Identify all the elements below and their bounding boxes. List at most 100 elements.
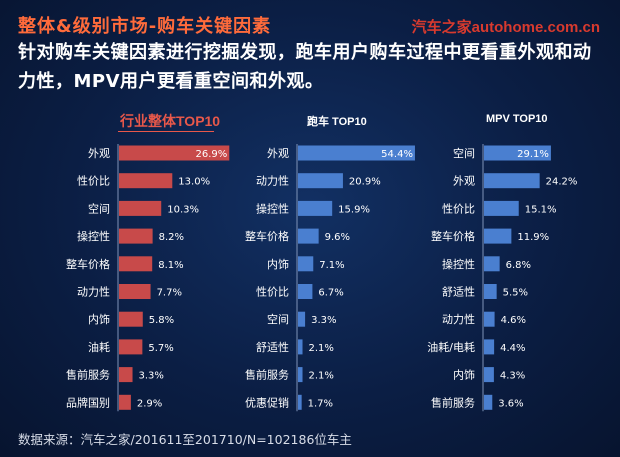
bar xyxy=(298,367,303,383)
bar xyxy=(484,173,540,189)
category-label: 动力性 xyxy=(256,174,289,188)
chart-panel-industry: 外观 26.9% 性价比 13.0% 空间 10.3% 操控性 8.2% 整车价格 8.1% 动力性… xyxy=(66,144,230,412)
data-label: 2.1% xyxy=(309,343,334,354)
bar xyxy=(484,145,551,161)
data-label: 6.7% xyxy=(318,288,343,299)
data-label: 2.1% xyxy=(309,371,334,382)
data-label: 9.6% xyxy=(325,232,350,243)
data-label: 8.1% xyxy=(158,260,183,271)
category-label: 油耗/电耗 xyxy=(427,340,475,354)
bar xyxy=(119,311,143,327)
category-label: 品牌国别 xyxy=(66,395,110,409)
bar xyxy=(298,311,306,327)
category-label: 售前服务 xyxy=(431,395,475,409)
bar xyxy=(298,200,333,216)
data-label: 5.7% xyxy=(148,343,173,354)
category-label: 整车价格 xyxy=(245,229,289,243)
data-label: 2.9% xyxy=(137,398,162,409)
bar xyxy=(484,311,495,327)
category-label: 外观 xyxy=(267,147,289,160)
page-subtitle: 针对购车关键因素进行挖掘发现，跑车用户购车过程中更看重外观和动力性，MPV用户更… xyxy=(18,42,592,92)
bar xyxy=(298,339,303,355)
category-label: 操控性 xyxy=(442,257,475,271)
chart-title-mpv: MPV TOP10 xyxy=(486,113,548,125)
bar xyxy=(119,284,151,299)
category-label: 空间 xyxy=(267,312,289,326)
data-label: 13.0% xyxy=(178,177,210,188)
category-label: 外观 xyxy=(88,147,110,160)
category-label: 售前服务 xyxy=(66,368,110,382)
chart-panel-mpv: 空间 29.1% 外观 24.2% 性价比 15.1% 整车价格 11.9% 操控性 6.8% 舒适… xyxy=(427,144,578,412)
bar xyxy=(484,228,512,244)
bar xyxy=(119,256,153,272)
category-label: 优惠促销 xyxy=(245,395,289,409)
bar xyxy=(484,339,495,355)
brand-logo: 汽车之家autohome.com.cn xyxy=(411,19,600,36)
bar xyxy=(484,200,519,216)
category-label: 性价比 xyxy=(77,174,110,188)
bar xyxy=(119,145,230,161)
bar xyxy=(298,394,302,410)
bar xyxy=(484,367,494,383)
category-label: 性价比 xyxy=(256,285,289,299)
bar xyxy=(119,339,143,355)
data-label: 11.9% xyxy=(517,232,549,243)
bar xyxy=(484,256,500,272)
data-label: 7.7% xyxy=(157,288,182,299)
category-label: 空间 xyxy=(453,146,475,160)
chart-panel-sports-car: 外观 54.4% 动力性 20.9% 操控性 15.9% 整车价格 9.6% 内饰 7.1% 性价比… xyxy=(245,144,415,412)
category-label: 整车价格 xyxy=(66,257,110,271)
category-label: 内饰 xyxy=(88,312,110,326)
category-label: 操控性 xyxy=(77,229,110,243)
data-label: 5.5% xyxy=(503,288,528,299)
bar xyxy=(484,394,493,410)
data-label: 3.3% xyxy=(311,315,336,326)
data-label: 20.9% xyxy=(349,177,381,188)
category-label: 外观 xyxy=(453,175,475,188)
chart-title-sports-car: 跑车 TOP10 xyxy=(307,116,367,128)
data-label: 6.8% xyxy=(506,260,531,271)
bar xyxy=(119,394,131,410)
category-label: 舒适性 xyxy=(256,340,289,354)
category-label: 油耗 xyxy=(88,340,110,354)
data-label: 4.4% xyxy=(500,343,525,354)
bar xyxy=(298,284,313,299)
category-label: 内饰 xyxy=(267,257,289,271)
page-heading: 整体&级别市场-购车关键因素 xyxy=(18,16,272,37)
data-label: 29.1% xyxy=(517,149,549,160)
category-label: 动力性 xyxy=(442,312,475,326)
data-label: 5.8% xyxy=(149,315,174,326)
chart-title-industry: 行业整体TOP10 xyxy=(120,113,221,129)
bar xyxy=(119,367,133,383)
data-label: 8.2% xyxy=(159,232,184,243)
category-label: 动力性 xyxy=(77,285,110,299)
data-label: 7.1% xyxy=(319,260,344,271)
bar xyxy=(119,173,173,189)
title-underline xyxy=(118,131,214,132)
data-label: 15.1% xyxy=(525,204,557,215)
category-label: 内饰 xyxy=(453,368,475,382)
category-label: 操控性 xyxy=(256,201,289,215)
category-label: 售前服务 xyxy=(245,368,289,382)
data-label: 3.6% xyxy=(498,398,523,409)
data-label: 10.3% xyxy=(167,204,199,215)
bar xyxy=(484,284,497,299)
data-label: 15.9% xyxy=(338,204,370,215)
bar xyxy=(298,228,319,244)
bar xyxy=(298,256,314,272)
data-label: 24.2% xyxy=(546,177,578,188)
data-label: 4.6% xyxy=(501,315,526,326)
bar xyxy=(298,173,343,189)
bar xyxy=(119,228,153,244)
category-label: 整车价格 xyxy=(431,229,475,243)
data-label: 4.3% xyxy=(500,371,525,382)
data-source: 数据来源：汽车之家/201611至201710/N=102186位车主 xyxy=(18,432,352,447)
data-label: 54.4% xyxy=(381,149,413,160)
data-label: 3.3% xyxy=(139,371,164,382)
category-label: 空间 xyxy=(88,201,110,215)
category-label: 舒适性 xyxy=(442,285,475,299)
category-label: 性价比 xyxy=(442,201,475,215)
data-label: 26.9% xyxy=(196,149,228,160)
